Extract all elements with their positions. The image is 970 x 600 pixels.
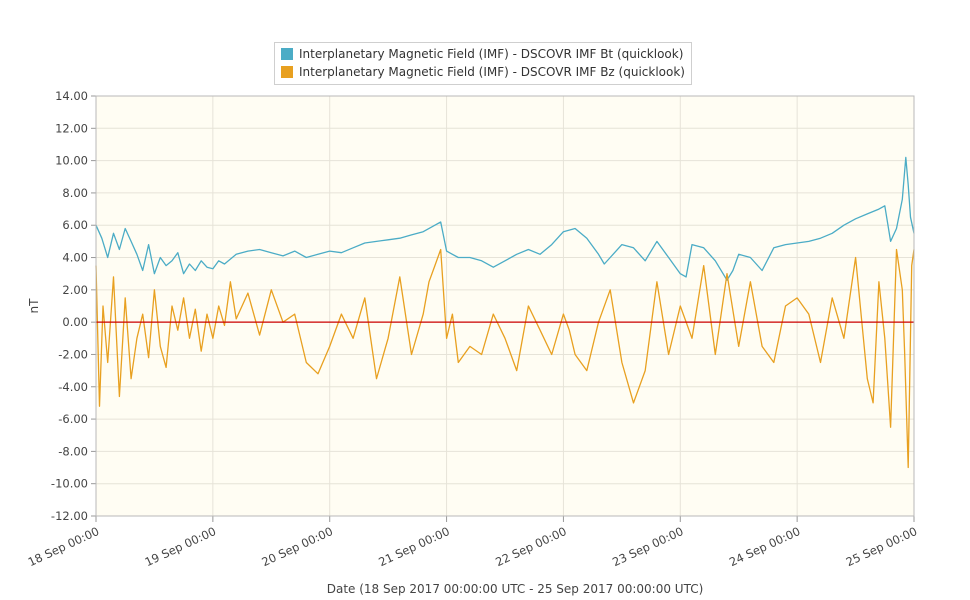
legend-item-bz[interactable]: Interplanetary Magnetic Field (IMF) - DS… (281, 63, 685, 81)
y-axis-title: nT (27, 298, 41, 314)
legend-swatch-bz (281, 66, 293, 78)
x-tick-label: 24 Sep 00:00 (727, 524, 802, 569)
x-tick-label: 23 Sep 00:00 (610, 524, 685, 569)
x-tick-label: 21 Sep 00:00 (376, 524, 451, 569)
plot-area (96, 96, 914, 516)
legend-label-bt: Interplanetary Magnetic Field (IMF) - DS… (299, 47, 684, 61)
bt-series-line[interactable] (95, 156, 915, 281)
y-tick-label: -10.00 (51, 477, 88, 491)
x-tick-label: 18 Sep 00:00 (26, 524, 101, 569)
series-lines (95, 156, 915, 469)
x-tick-label: 19 Sep 00:00 (143, 524, 218, 569)
legend-swatch-bt (281, 48, 293, 60)
y-tick-label: -6.00 (58, 412, 88, 426)
y-tick-label: -2.00 (58, 347, 88, 361)
x-axis-ticks: 18 Sep 00:00 19 Sep 00:00 20 Sep 00:00 21 S… (26, 516, 919, 569)
legend-label-bz: Interplanetary Magnetic Field (IMF) - DS… (299, 65, 685, 79)
y-tick-label: 10.00 (55, 154, 88, 168)
y-tick-label: -4.00 (58, 380, 88, 394)
plot-border (95, 95, 915, 517)
bz-series-line[interactable] (95, 248, 915, 469)
x-tick-label: 22 Sep 00:00 (493, 524, 568, 569)
y-tick-label: -12.00 (51, 509, 88, 523)
x-tick-label: 20 Sep 00:00 (259, 524, 334, 569)
y-tick-label: 12.00 (55, 121, 88, 135)
y-tick-label: 2.00 (62, 283, 88, 297)
legend-item-bt[interactable]: Interplanetary Magnetic Field (IMF) - DS… (281, 45, 685, 63)
chart-legend: Interplanetary Magnetic Field (IMF) - DS… (274, 42, 692, 85)
y-tick-label: 8.00 (62, 186, 88, 200)
y-tick-label: -8.00 (58, 444, 88, 458)
x-tick-label: 25 Sep 00:00 (844, 524, 919, 569)
y-axis-ticks: 14.00 12.00 10.00 8.00 6.00 4.00 2.00 0.00 -2.00… (51, 89, 96, 523)
y-tick-label: 6.00 (62, 218, 88, 232)
y-tick-label: 14.00 (55, 89, 88, 103)
y-tick-label: 4.00 (62, 251, 88, 265)
x-axis-title: Date (18 Sep 2017 00:00:00 UTC - 25 Sep … (327, 582, 704, 596)
y-tick-label: 0.00 (62, 315, 88, 329)
